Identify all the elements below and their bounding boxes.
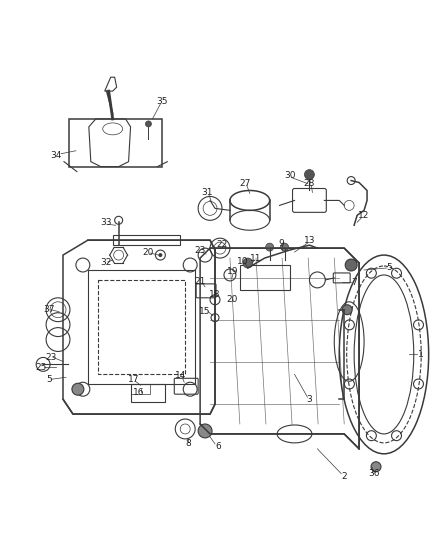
Text: 33: 33	[100, 218, 112, 227]
Text: 27: 27	[239, 179, 251, 188]
Text: 30: 30	[284, 171, 295, 180]
Text: 6: 6	[215, 442, 221, 451]
Text: 5: 5	[386, 263, 392, 272]
Text: 2: 2	[341, 472, 347, 481]
Circle shape	[198, 424, 212, 438]
Text: 8: 8	[185, 439, 191, 448]
Text: 15: 15	[199, 307, 211, 316]
Text: 1: 1	[418, 350, 424, 359]
Text: 22: 22	[216, 240, 228, 248]
Text: 31: 31	[201, 188, 213, 197]
Text: 28: 28	[304, 179, 315, 188]
Text: 23: 23	[46, 353, 57, 362]
Text: 12: 12	[358, 211, 370, 220]
Text: 9: 9	[279, 239, 284, 248]
Text: 13: 13	[304, 236, 315, 245]
Text: 23: 23	[194, 246, 206, 255]
Text: 20: 20	[143, 248, 154, 256]
Circle shape	[266, 243, 274, 251]
Circle shape	[371, 462, 381, 472]
Circle shape	[281, 243, 289, 251]
Circle shape	[159, 253, 162, 257]
Text: 3: 3	[307, 394, 312, 403]
Text: 10: 10	[237, 256, 249, 265]
Text: 11: 11	[250, 254, 261, 263]
Circle shape	[243, 258, 253, 268]
Text: 37: 37	[43, 305, 55, 314]
Text: 19: 19	[227, 268, 239, 277]
Circle shape	[72, 383, 84, 395]
Text: 17: 17	[128, 375, 139, 384]
Circle shape	[342, 305, 352, 314]
Text: 35: 35	[157, 96, 168, 106]
Text: 7: 7	[351, 278, 357, 287]
Circle shape	[345, 259, 357, 271]
Text: 16: 16	[133, 387, 144, 397]
Text: 32: 32	[100, 257, 111, 266]
Text: 14: 14	[175, 371, 186, 380]
Text: 21: 21	[194, 277, 206, 286]
Circle shape	[304, 169, 314, 180]
Text: 5: 5	[46, 375, 52, 384]
Text: 20: 20	[226, 295, 237, 304]
Circle shape	[145, 121, 152, 127]
Text: 36: 36	[368, 469, 380, 478]
Text: 25: 25	[35, 363, 47, 372]
Text: 34: 34	[50, 151, 62, 160]
Text: 18: 18	[209, 290, 221, 300]
